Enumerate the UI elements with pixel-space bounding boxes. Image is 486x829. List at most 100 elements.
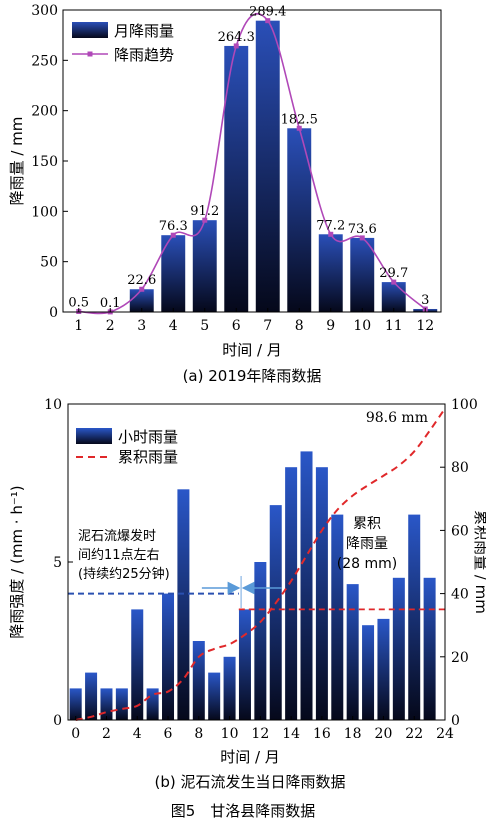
x-tick-label: 9 <box>326 318 335 334</box>
bar <box>100 688 113 720</box>
x-tick-label: 12 <box>416 318 434 334</box>
legend-label-line: 累积雨量 <box>118 448 178 466</box>
bar <box>131 609 144 720</box>
bar <box>161 235 186 312</box>
bar <box>381 282 406 312</box>
monthly-rainfall-chart: 0.5 0.1 22.6 76.391.2 264.3 289.4 182.5 77.2 73.… <box>8 3 442 385</box>
data-label: 91.2 <box>190 204 219 219</box>
legend-label-bar: 小时雨量 <box>118 428 178 446</box>
y-tick-label: 10 <box>44 397 62 413</box>
bar <box>192 641 205 720</box>
x-tick-label: 0 <box>71 726 80 742</box>
y2-tick-label: 40 <box>451 587 469 603</box>
bar <box>223 656 236 720</box>
x-tick-label: 5 <box>200 318 209 334</box>
data-label: 289.4 <box>249 5 286 20</box>
y-tick-label: 5 <box>53 555 62 571</box>
legend-label-line: 降雨趋势 <box>114 46 174 64</box>
figure-caption: 图5 甘洛县降雨数据 <box>170 802 316 820</box>
cumulative-note-line: 降雨量 <box>346 536 388 552</box>
data-label: 77.2 <box>316 218 345 233</box>
y2-tick-label: 100 <box>451 397 478 413</box>
bar <box>255 20 280 313</box>
data-label: 0.1 <box>100 296 121 311</box>
x-tick-label: 12 <box>251 726 269 742</box>
trend-point <box>328 231 334 237</box>
trend-point <box>359 235 365 241</box>
x-tick-label: 4 <box>133 726 142 742</box>
y-tick-label: 50 <box>40 255 58 271</box>
bar <box>85 672 98 720</box>
x-tick-label: 10 <box>221 726 239 742</box>
bar <box>423 577 436 720</box>
bar <box>208 672 221 720</box>
cumulative-line <box>75 407 446 721</box>
data-label: 73.6 <box>348 222 377 237</box>
data-label: 264.3 <box>218 30 255 45</box>
y-tick-label: 200 <box>31 104 58 120</box>
trend-point <box>139 286 145 292</box>
x-tick-label: 6 <box>164 726 173 742</box>
bar <box>269 505 282 720</box>
event-note-line: 泥石流爆发时 <box>78 528 156 544</box>
x-tick-label: 10 <box>353 318 371 334</box>
y-tick-label: 100 <box>31 204 58 220</box>
x-tick-label: 14 <box>282 726 300 742</box>
x-tick-label: 16 <box>313 726 331 742</box>
cumulative-note-line: (28 mm) <box>337 556 397 572</box>
x-tick-label: 8 <box>295 318 304 334</box>
y-tick-label: 0 <box>53 713 62 729</box>
trend-point <box>391 279 397 285</box>
chart-subtitle: (b) 泥石流发生当日降雨数据 <box>155 773 346 791</box>
y-tick-label: 150 <box>31 154 58 170</box>
x-tick-label: 11 <box>385 318 403 334</box>
legend-label-bar: 月降雨量 <box>114 22 174 40</box>
bar <box>285 467 298 720</box>
bar <box>177 489 190 720</box>
x-tick-label: 7 <box>263 318 272 334</box>
bar <box>115 688 128 720</box>
bar <box>362 625 375 720</box>
y2-tick-label: 60 <box>451 523 469 539</box>
trend-point <box>202 217 208 223</box>
y2-tick-label: 80 <box>451 460 469 476</box>
event-note-line: (持续约25分钟) <box>78 566 170 582</box>
trend-point <box>265 18 271 24</box>
y-tick-label: 300 <box>31 3 58 19</box>
cumulative-note-line: 累积 <box>353 516 381 532</box>
y-tick-label: 0 <box>49 305 58 321</box>
data-label: 182.5 <box>281 112 318 127</box>
data-label: 3 <box>421 293 429 308</box>
x-tick-label: 1 <box>74 318 83 334</box>
data-label: 22.6 <box>127 273 156 288</box>
bar <box>346 584 359 720</box>
y2-axis-label: 累积雨量 / mm <box>472 510 486 614</box>
legend-swatch-bar <box>76 428 112 444</box>
bar <box>224 45 249 313</box>
x-axis-label: 时间 / 月 <box>222 341 282 359</box>
bar <box>192 220 217 312</box>
x-axis-label: 时间 / 月 <box>220 748 280 766</box>
x-tick-label: 2 <box>102 726 111 742</box>
y-tick-label: 250 <box>31 53 58 69</box>
chart-subtitle: (a) 2019年降雨数据 <box>183 367 322 385</box>
bar <box>162 593 175 720</box>
bar <box>350 237 375 312</box>
event-note-line: 间约11点左右 <box>78 548 160 563</box>
x-tick-label: 8 <box>194 726 203 742</box>
y-axis-label: 降雨量 / mm <box>8 117 26 206</box>
x-tick-label: 3 <box>137 318 146 334</box>
bar <box>69 688 82 720</box>
x-tick-label: 18 <box>344 726 362 742</box>
bar <box>254 562 267 720</box>
legend-swatch-marker <box>87 51 93 57</box>
trend-point <box>170 232 176 238</box>
bar <box>238 609 251 720</box>
data-label: 29.7 <box>379 266 408 281</box>
legend-swatch-bar <box>72 22 108 38</box>
y2-tick-label: 0 <box>451 713 460 729</box>
x-tick-label: 24 <box>436 726 454 742</box>
bar <box>408 514 421 720</box>
